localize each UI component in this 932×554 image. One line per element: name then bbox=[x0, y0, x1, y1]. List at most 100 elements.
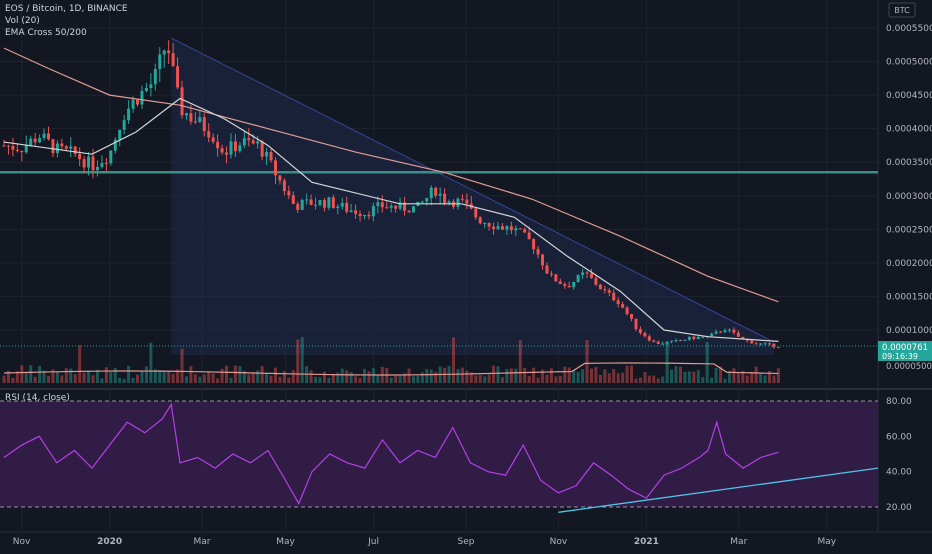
candle-body bbox=[367, 214, 371, 217]
ema50-line bbox=[3, 97, 779, 343]
candle-body bbox=[674, 340, 678, 342]
candle-body bbox=[710, 333, 714, 337]
volume-bar bbox=[532, 367, 536, 383]
ema-indicator-label[interactable]: EMA Cross 50/200 bbox=[5, 28, 87, 38]
time-tick-label: Nov bbox=[550, 537, 568, 547]
volume-bar bbox=[95, 369, 99, 383]
volume-bar bbox=[541, 369, 545, 383]
price-tick-label: 0.0003000 bbox=[886, 192, 932, 202]
volume-bar bbox=[527, 376, 531, 383]
volume-bar bbox=[492, 365, 496, 383]
volume-bar bbox=[198, 376, 202, 383]
volume-bar bbox=[554, 376, 558, 383]
candle-body bbox=[198, 117, 202, 122]
time-tick-label: 2021 bbox=[634, 537, 659, 547]
candle-body bbox=[242, 138, 246, 146]
candle-body bbox=[376, 202, 380, 207]
candle-body bbox=[345, 202, 349, 212]
candle-body bbox=[567, 285, 571, 288]
currency-badge: BTC bbox=[894, 6, 910, 15]
candle-body bbox=[443, 193, 447, 204]
candle-body bbox=[429, 187, 433, 199]
candle-body bbox=[420, 201, 424, 203]
candle-body bbox=[136, 99, 140, 105]
volume-bar bbox=[767, 370, 771, 383]
candle-body bbox=[714, 331, 718, 334]
volume-bar bbox=[612, 369, 616, 383]
candle-body bbox=[305, 199, 309, 201]
volume-bar bbox=[51, 369, 55, 383]
volume-bar bbox=[78, 345, 82, 383]
volume-bar bbox=[563, 366, 567, 383]
rsi-tick-label: 60.00 bbox=[886, 432, 912, 442]
volume-bar bbox=[741, 370, 745, 383]
candle-body bbox=[362, 214, 366, 217]
candle-body bbox=[545, 265, 549, 274]
price-tick-label: 0.0001500 bbox=[886, 292, 932, 302]
volume-bar bbox=[723, 378, 727, 383]
volume-bar bbox=[296, 339, 300, 383]
candle-body bbox=[82, 159, 86, 168]
current-price-box bbox=[878, 341, 932, 361]
volume-bar bbox=[189, 366, 193, 383]
volume-bar bbox=[425, 369, 429, 383]
volume-bar bbox=[585, 340, 589, 383]
volume-bar bbox=[24, 373, 28, 383]
rsi-tick-label: 40.00 bbox=[886, 468, 912, 478]
volume-bar bbox=[398, 375, 402, 383]
volume-bar bbox=[514, 368, 518, 383]
volume-bar bbox=[465, 370, 469, 383]
volume-bar bbox=[354, 376, 358, 383]
candle-body bbox=[6, 145, 10, 147]
candle-body bbox=[20, 150, 24, 153]
volume-bar bbox=[750, 371, 754, 383]
volume-bar bbox=[345, 370, 349, 383]
candle-body bbox=[202, 117, 206, 132]
volume-bar bbox=[122, 378, 126, 383]
candle-body bbox=[171, 53, 175, 67]
volume-bar bbox=[38, 366, 42, 383]
price-tick-label: 0.0001000 bbox=[886, 326, 932, 336]
volume-bar bbox=[452, 337, 456, 383]
candle-body bbox=[509, 226, 513, 231]
rsi-legend[interactable]: RSI (14, close) bbox=[5, 393, 70, 403]
volume-bar bbox=[754, 366, 758, 383]
symbol-title[interactable]: EOS / Bitcoin, 1D, BINANCE bbox=[5, 4, 128, 14]
candle-body bbox=[389, 205, 393, 208]
price-tick-label: 0.0004000 bbox=[886, 125, 932, 135]
volume-indicator-label[interactable]: Vol (20) bbox=[5, 16, 40, 26]
price-tick-label: 0.0002000 bbox=[886, 259, 932, 269]
volume-bar bbox=[176, 369, 180, 383]
volume-bar bbox=[594, 366, 598, 383]
volume-bar bbox=[247, 374, 251, 383]
candle-body bbox=[532, 239, 536, 250]
volume-bar bbox=[727, 370, 731, 383]
volume-bar bbox=[73, 373, 77, 383]
candle-body bbox=[265, 152, 269, 157]
volume-bar bbox=[104, 367, 108, 383]
candle-body bbox=[38, 138, 42, 143]
volume-bar bbox=[714, 367, 718, 383]
candle-body bbox=[612, 292, 616, 301]
candle-body bbox=[104, 163, 108, 165]
volume-bar bbox=[460, 367, 464, 383]
volume-bar bbox=[265, 372, 269, 383]
volume-bar bbox=[710, 377, 714, 383]
volume-bar bbox=[211, 373, 215, 383]
candle-body bbox=[460, 198, 464, 200]
volume-bar bbox=[509, 368, 513, 383]
candle-body bbox=[496, 226, 500, 230]
volume-bar bbox=[536, 377, 540, 383]
volume-bar bbox=[118, 377, 122, 383]
volume-bar bbox=[692, 371, 696, 383]
time-tick-label: Sep bbox=[458, 537, 475, 547]
candle-body bbox=[33, 138, 37, 143]
volume-bar bbox=[518, 340, 522, 383]
volume-bar bbox=[309, 370, 313, 383]
volume-bar bbox=[634, 378, 638, 383]
candle-body bbox=[701, 336, 705, 338]
candle-body bbox=[287, 191, 291, 196]
price-tick-label: 0.0005000 bbox=[886, 58, 932, 68]
volume-bar bbox=[581, 369, 585, 383]
volume-bar bbox=[91, 375, 95, 383]
